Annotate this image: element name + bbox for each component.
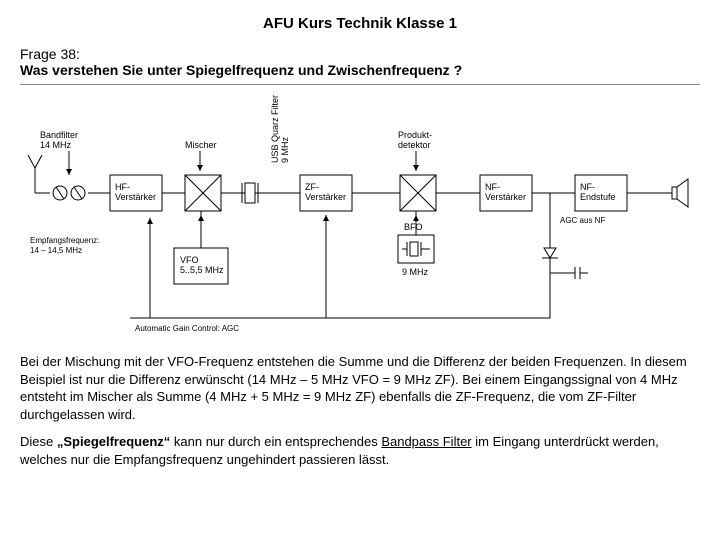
p2-d: Bandpass Filter — [381, 434, 471, 449]
agc-label: Automatic Gain Control: AGC — [135, 324, 239, 333]
paragraph-2: Diese „Spiegelfrequenz“ kann nur durch e… — [20, 433, 700, 468]
p2-c: kann nur durch ein entsprechendes — [170, 434, 381, 449]
paragraph-1: Bei der Mischung mit der VFO-Frequenz en… — [20, 353, 700, 423]
mixer-label: Mischer — [185, 140, 217, 150]
diode-icon — [542, 248, 558, 258]
bfo-freq: 9 MHz — [402, 267, 429, 277]
usb-filter-freq: 9 MHz — [280, 136, 290, 163]
bandfilter-label: Bandfilter14 MHz — [40, 130, 78, 150]
product-label: Produkt-detektor — [398, 130, 432, 150]
question-text: Was verstehen Sie unter Spiegelfrequenz … — [20, 62, 700, 78]
p2-a: Diese — [20, 434, 57, 449]
agc-nf-label: AGC aus NF — [560, 216, 605, 225]
speaker-icon — [660, 179, 688, 207]
page-title: AFU Kurs Technik Klasse 1 — [20, 15, 700, 32]
rx-freq-label: Empfangsfrequenz:14 – 14,5 MHz — [30, 236, 99, 255]
divider — [20, 84, 700, 85]
usb-filter-label: USB Quarz Filter — [270, 95, 280, 163]
bfo-label: BFO — [404, 222, 423, 232]
p2-b: „Spiegelfrequenz“ — [57, 434, 170, 449]
block-diagram: Bandfilter14 MHz HF-Verstärker Mischer U… — [20, 93, 700, 343]
usb-filter-symbol — [230, 183, 270, 203]
bandfilter-symbol — [50, 179, 88, 207]
question-label: Frage 38: — [20, 46, 700, 62]
capacitor-icon — [550, 267, 588, 279]
